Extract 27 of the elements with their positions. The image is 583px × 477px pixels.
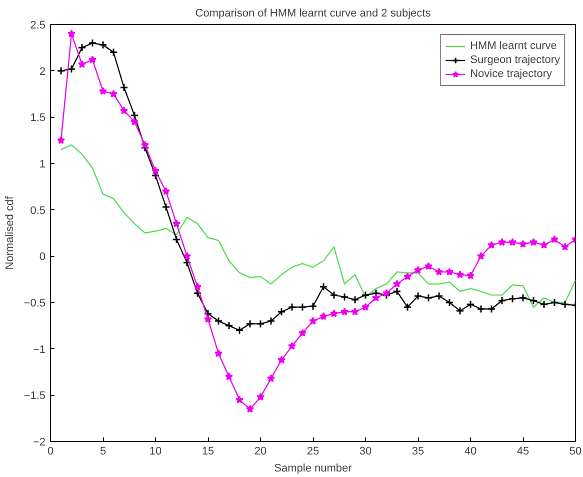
- legend-label: HMM learnt curve: [470, 39, 557, 53]
- x-axis-title: Sample number: [274, 462, 352, 474]
- x-tick-label: 0: [47, 446, 54, 458]
- y-tick-label: −1: [32, 344, 46, 356]
- x-tick-label: 40: [464, 446, 477, 458]
- y-tick-label: 2.5: [30, 20, 46, 32]
- y-tick-label: 1.5: [30, 112, 46, 124]
- legend-label: Surgeon trajectory: [470, 53, 560, 67]
- y-tick-label: −2: [32, 436, 46, 448]
- x-tick-label: 15: [202, 446, 214, 458]
- y-tick-label: 0: [39, 251, 46, 264]
- y-tick-label: 1: [39, 158, 46, 170]
- legend-label: Novice trajectory: [470, 67, 552, 81]
- x-tick-label: 5: [100, 446, 106, 458]
- x-tick-label: 35: [412, 446, 424, 458]
- x-tick-label: 25: [306, 446, 320, 458]
- y-tick-label: −1.5: [24, 390, 46, 402]
- x-tick-label: 45: [516, 446, 530, 458]
- y-tick-label: 2: [39, 66, 46, 78]
- chart-title: Comparison of HMM learnt curve and 2 subjects: [195, 8, 432, 20]
- y-axis-title: Normalised cdf: [4, 195, 16, 270]
- y-tick-label: −0.5: [24, 298, 46, 310]
- x-tick-label: 10: [149, 446, 162, 458]
- x-tick-label: 50: [569, 446, 582, 458]
- x-tick-label: 30: [359, 446, 372, 458]
- y-tick-label: 0.5: [30, 204, 46, 217]
- x-tick-label: 20: [254, 446, 267, 458]
